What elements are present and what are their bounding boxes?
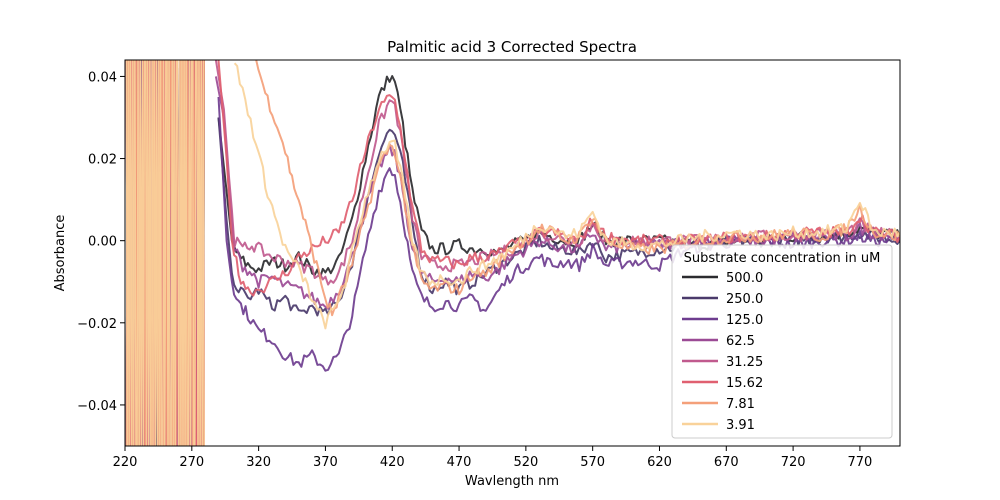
legend-label: 15.62: [726, 376, 763, 391]
x-tick-label: 720: [781, 455, 806, 470]
x-tick-label: 420: [380, 455, 405, 470]
x-tick-label: 520: [513, 455, 538, 470]
x-tick-label: 370: [313, 455, 338, 470]
y-axis-label: Absorbance: [53, 215, 68, 292]
legend-label: 125.0: [726, 313, 763, 328]
y-axis-ticks: −0.04 −0.02 0.00 0.02 0.04: [77, 70, 125, 414]
noise-region: [125, 60, 206, 446]
y-tick-label: −0.04: [77, 399, 117, 414]
legend: Substrate concentration in uM 500.0 250.0…: [671, 244, 893, 439]
series-line-3.91: [233, 62, 900, 330]
legend-label: 31.25: [726, 355, 763, 370]
x-tick-label: 670: [714, 455, 739, 470]
y-tick-label: 0.04: [88, 70, 117, 85]
x-tick-label: 320: [246, 455, 271, 470]
legend-label: 3.91: [726, 418, 755, 433]
legend-label: 250.0: [726, 292, 763, 307]
x-tick-label: 620: [647, 455, 672, 470]
x-tick-label: 270: [179, 455, 204, 470]
x-tick-label: 470: [447, 455, 472, 470]
y-tick-label: 0.00: [88, 235, 117, 250]
series-line-31.25: [214, 60, 900, 286]
legend-title: Substrate concentration in uM: [684, 251, 881, 266]
legend-items: 500.0 250.0 125.0 62.5 31.25 15.62 7.81 3.91: [682, 271, 763, 433]
x-tick-label: 220: [113, 455, 138, 470]
x-tick-label: 570: [580, 455, 605, 470]
y-tick-label: 0.02: [88, 153, 117, 168]
legend-label: 7.81: [726, 397, 755, 412]
x-axis-label: Wavlength nm: [465, 474, 559, 489]
noise-trace-7: [125, 60, 206, 446]
chart-title: Palmitic acid 3 Corrected Spectra: [387, 38, 637, 56]
plot-area: [125, 60, 900, 446]
legend-box: [671, 244, 893, 439]
series-lines: [214, 60, 900, 372]
legend-label: 62.5: [726, 334, 755, 349]
x-axis-ticks: 220 270 320 370 420 470 520 570 620 670 720 770: [113, 446, 872, 470]
y-tick-label: −0.02: [77, 317, 117, 332]
plot-frame: [124, 59, 901, 447]
x-tick-label: 770: [847, 455, 872, 470]
legend-label: 500.0: [726, 271, 763, 286]
